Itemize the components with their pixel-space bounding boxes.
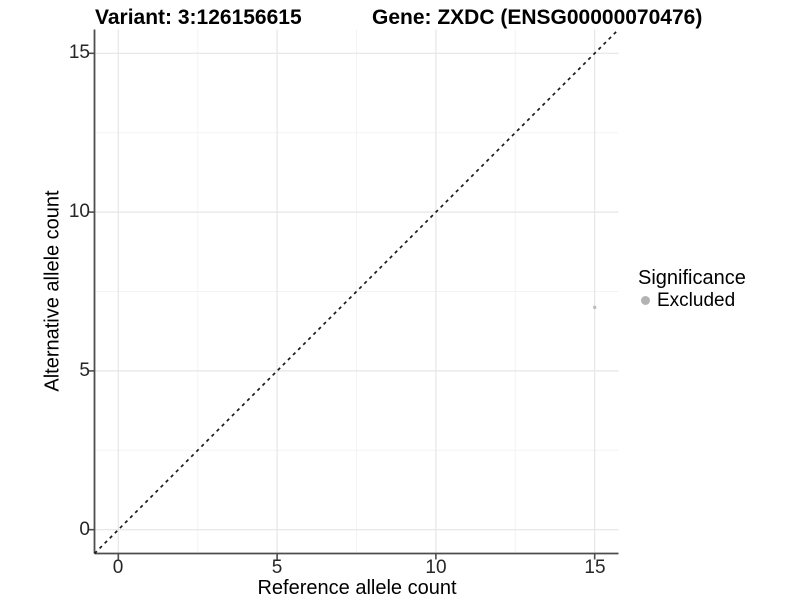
x-axis-title: Reference allele count — [257, 577, 457, 599]
y-tick-label-5: 5 — [79, 360, 90, 381]
legend-item-label: Excluded — [657, 290, 736, 311]
y-axis-title: Alternative allele count — [41, 190, 64, 392]
x-tick-label-0: 0 — [112, 557, 124, 578]
legend-key-dot — [641, 296, 650, 305]
legend-title: Significance — [638, 267, 746, 289]
plot-title-gene: Gene: ZXDC (ENSG00000070476) — [372, 6, 703, 29]
y-tick-label-15: 15 — [68, 42, 90, 63]
x-tick-label-5: 5 — [271, 557, 283, 578]
y-tick-label-0: 0 — [79, 519, 90, 540]
y-tick-label-10: 10 — [68, 201, 90, 222]
x-tick-label-15: 15 — [584, 557, 606, 578]
x-tick-label-10: 10 — [425, 557, 447, 578]
plot-title-variant: Variant: 3:126156615 — [95, 6, 302, 29]
